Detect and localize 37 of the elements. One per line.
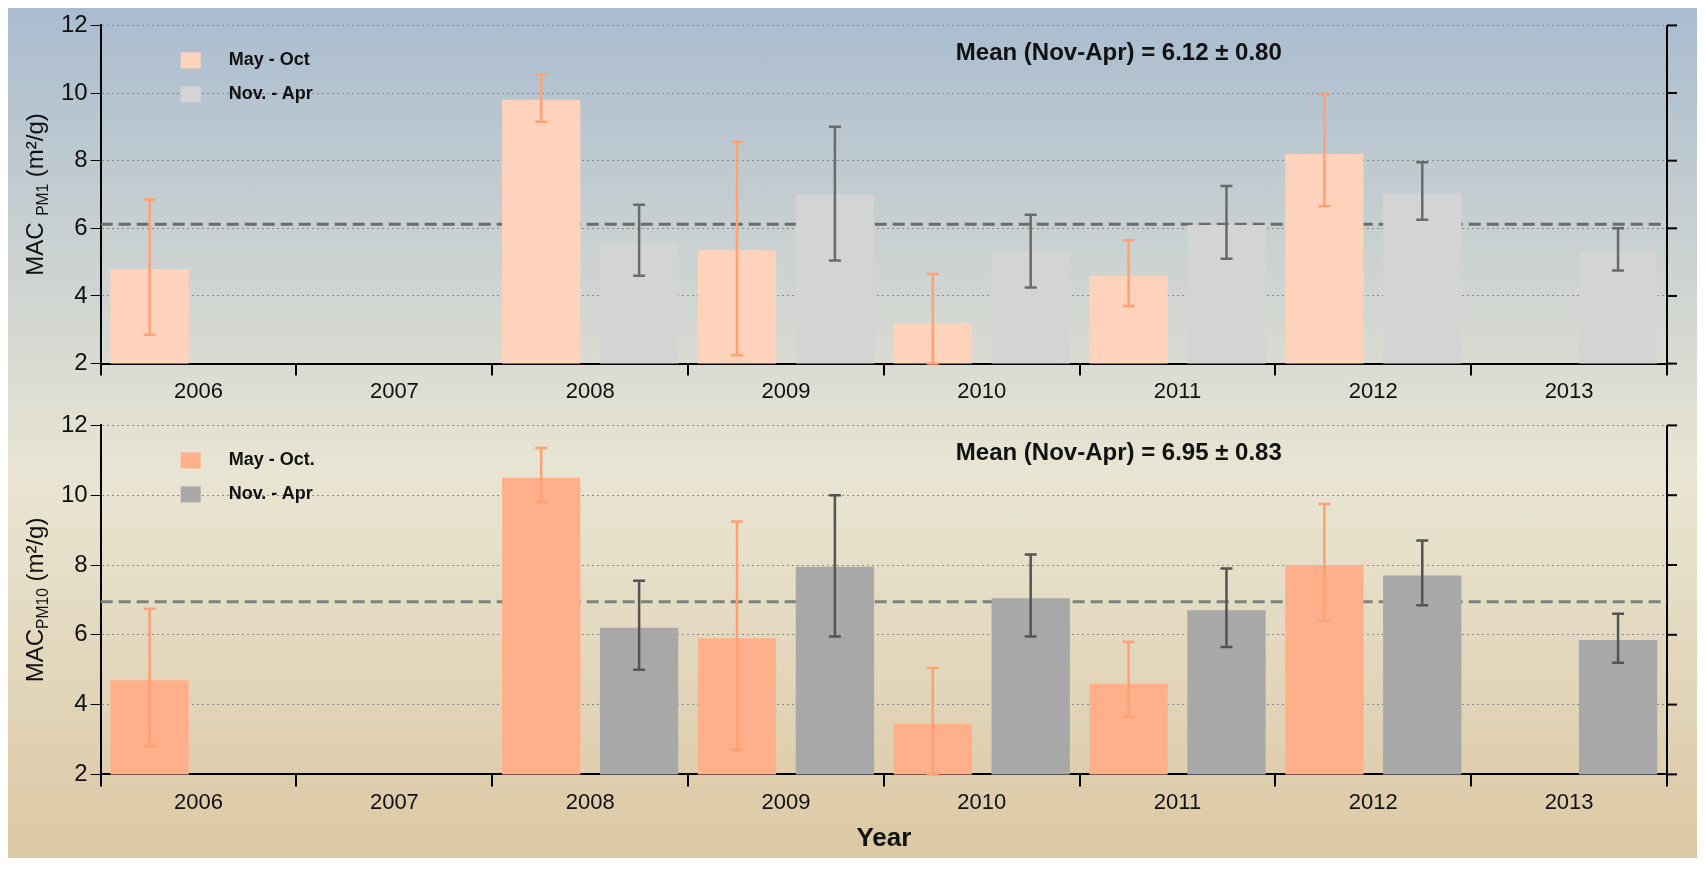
legend-label: May - Oct xyxy=(228,49,310,70)
legend-label: Nov. - Apr xyxy=(228,483,313,504)
y-tick-label: 10 xyxy=(60,479,88,507)
y-axis-title: MACPM10 (m²/g) xyxy=(20,517,51,683)
y-tick-label: 8 xyxy=(74,145,88,173)
y-tick-label: 6 xyxy=(74,212,88,240)
y-tick-label: 6 xyxy=(74,619,88,647)
y-tick-label: 10 xyxy=(60,77,88,105)
x-tick-label: 2007 xyxy=(369,788,419,814)
x-tick-label: 2011 xyxy=(1153,377,1202,403)
annotation: Mean (Nov-Apr) = 6.12 ± 0.80 xyxy=(955,38,1282,66)
x-tick-label: 2011 xyxy=(1153,788,1202,814)
x-tick-label: 2006 xyxy=(174,788,224,814)
x-tick-label: 2009 xyxy=(761,377,811,403)
legend-label: Nov. - Apr xyxy=(228,83,313,104)
x-tick-label: 2008 xyxy=(565,377,615,403)
annotation: Mean (Nov-Apr) = 6.95 ± 0.83 xyxy=(955,438,1282,466)
y-tick-label: 12 xyxy=(60,410,88,438)
x-tick-label: 2012 xyxy=(1348,788,1398,814)
y-tick-label: 2 xyxy=(74,348,88,376)
y-axis-title: MAC PM1 (m²/g) xyxy=(20,113,51,276)
y-tick-label: 2 xyxy=(74,759,88,787)
x-tick-label: 2012 xyxy=(1348,377,1398,403)
x-tick-label: 2009 xyxy=(761,788,811,814)
x-tick-label: 2010 xyxy=(957,377,1007,403)
x-tick-label: 2010 xyxy=(957,788,1007,814)
x-tick-label: 2013 xyxy=(1544,788,1594,814)
x-tick-label: 2006 xyxy=(174,377,224,403)
x-tick-label: 2013 xyxy=(1544,377,1594,403)
x-tick-label: 2007 xyxy=(369,377,419,403)
x-tick-label: 2008 xyxy=(565,788,615,814)
x-axis-title: Year xyxy=(856,821,912,852)
y-tick-label: 12 xyxy=(60,10,88,38)
legend-label: May - Oct. xyxy=(228,449,315,470)
y-tick-label: 4 xyxy=(74,689,88,717)
y-tick-label: 4 xyxy=(74,280,88,308)
y-tick-label: 8 xyxy=(74,549,88,577)
